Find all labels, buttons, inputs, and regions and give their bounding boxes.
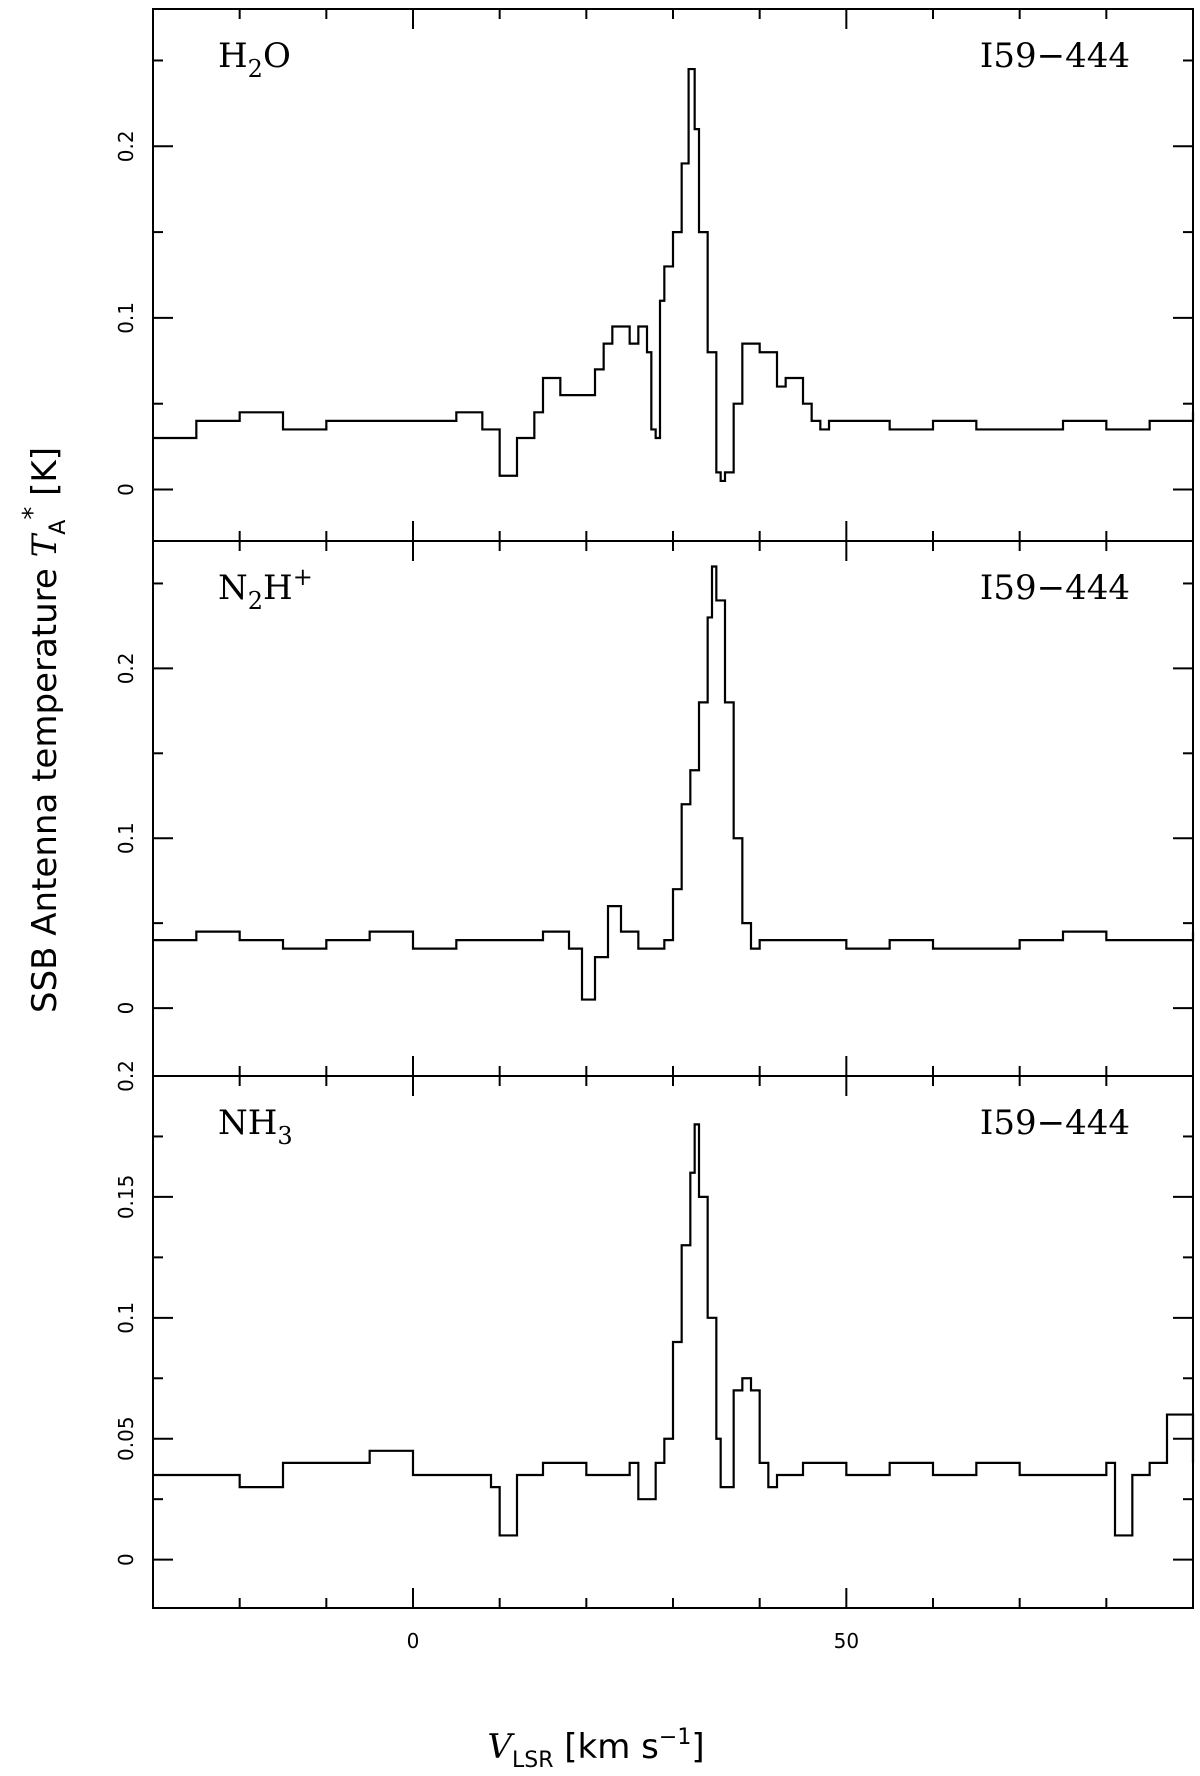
- spectrum-line: [153, 565, 1195, 1001]
- y-tick-label: 0.05: [114, 1416, 138, 1461]
- x-tick-label: 50: [834, 1629, 859, 1653]
- y-tick-label: 0: [114, 1553, 138, 1566]
- x-tick-label: 0: [407, 1629, 420, 1653]
- y-axis-title: SSB Antenna temperature TA* [K]: [18, 447, 71, 1013]
- species-label: H2O: [218, 36, 291, 83]
- panels: 0 0.1 0.2 H2O I59−444 0 0.1 0.2 N2H+ I59−444 0 0.05…: [114, 8, 1195, 1653]
- panel-3: 0 0.05 0.1 0.15 0.2 NH3 I59−444 0 50: [114, 1060, 1195, 1653]
- species-label: N2H+: [218, 563, 313, 615]
- source-label: I59−444: [980, 36, 1130, 76]
- y-tick-label: 0.1: [114, 302, 138, 334]
- source-label: I59−444: [980, 568, 1130, 608]
- spectrum-line: [153, 1123, 1195, 1537]
- spectrum-line: [153, 67, 1195, 483]
- y-tick-label: 0: [114, 483, 138, 496]
- panel-1: 0 0.1 0.2 H2O I59−444: [114, 8, 1195, 542]
- y-tick-label: 0: [114, 1002, 138, 1015]
- y-tick-label: 0.1: [114, 822, 138, 854]
- y-tick-label: 0.2: [114, 130, 138, 162]
- panel-frame: [152, 540, 1194, 1077]
- source-label: I59−444: [980, 1103, 1130, 1143]
- y-tick-label: 0.15: [114, 1175, 138, 1220]
- y-tick-label: 0.2: [114, 652, 138, 684]
- panel-2: 0 0.1 0.2 N2H+ I59−444: [114, 540, 1195, 1077]
- species-label: NH3: [218, 1103, 293, 1150]
- x-axis-title: VLSR [km s−1]: [487, 1725, 704, 1773]
- panel-frame: [152, 8, 1194, 542]
- y-tick-label: 0.1: [114, 1302, 138, 1334]
- y-tick-label: 0.2: [114, 1060, 138, 1092]
